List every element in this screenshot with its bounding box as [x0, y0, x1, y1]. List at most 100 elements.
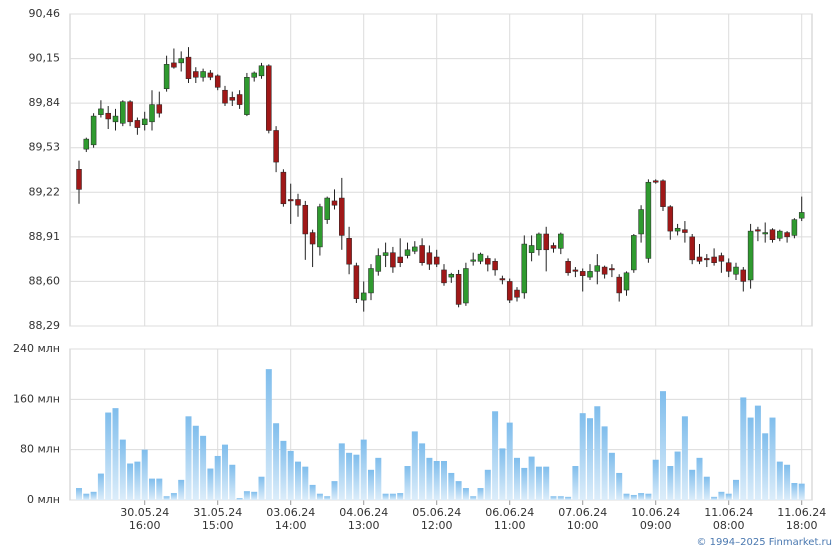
candle-body [346, 238, 352, 265]
volume-bar [594, 406, 601, 500]
candle-body [609, 268, 615, 271]
candle-body [90, 115, 97, 146]
x-tick-time: 09:00 [640, 519, 672, 532]
volume-bar [404, 466, 411, 500]
y-tick-label: 160 млн [13, 392, 60, 405]
volume-bar [258, 476, 265, 500]
volume-bar [316, 493, 323, 500]
volume-bar [309, 484, 316, 500]
volume-bar [630, 494, 637, 500]
candle-body [558, 233, 564, 249]
volume-bar [397, 493, 404, 500]
volume-bar [550, 496, 557, 500]
volume-bar [557, 496, 564, 500]
candle-body [382, 252, 389, 256]
volume-bar [587, 418, 593, 500]
candle-body [718, 255, 725, 262]
candle-body [638, 209, 644, 235]
volume-bar [207, 468, 214, 500]
x-tick-label: 04.06.24 [339, 506, 388, 519]
volume-bar [711, 496, 718, 500]
volume-bar [105, 412, 112, 500]
volume-bar [389, 493, 396, 500]
volume-bar [572, 466, 579, 500]
candle-body [207, 72, 214, 78]
volume-bar [754, 405, 761, 500]
x-tick-time: 15:00 [202, 519, 234, 532]
volume-bar [97, 473, 104, 500]
candle-body [448, 273, 455, 278]
candle-body [798, 212, 805, 219]
candle-body [134, 120, 141, 128]
candle-body [477, 253, 484, 262]
candle-body [455, 273, 462, 305]
volume-bar [514, 457, 520, 500]
volume-bar [667, 466, 674, 500]
candle-body [631, 235, 637, 271]
y-tick-label: 89,53 [29, 141, 61, 154]
candle-body [565, 261, 571, 274]
volume-bar [528, 456, 535, 500]
candle-body [302, 204, 309, 235]
volume-bar [623, 493, 630, 500]
volume-bar [769, 417, 776, 500]
volume-bar [426, 457, 433, 500]
x-tick-time: 18:00 [786, 519, 818, 532]
candle-body [747, 230, 754, 281]
volume-bar [331, 481, 338, 500]
volume-bar [112, 408, 119, 500]
candle-body [156, 104, 163, 114]
volume-bar [273, 423, 280, 500]
volume-bar [149, 478, 155, 500]
volume-bar [178, 479, 185, 500]
volume-bar [265, 369, 272, 500]
candle-body [331, 200, 338, 206]
y-tick-label: 88,60 [29, 274, 61, 287]
candle-body [711, 256, 717, 263]
volume-bar [784, 464, 791, 500]
volume-bar [83, 493, 90, 500]
x-tick-time: 10:00 [567, 519, 599, 532]
x-tick-time: 16:00 [129, 519, 161, 532]
candle-body [309, 232, 316, 245]
volume-bar [243, 491, 250, 500]
volume-bar [462, 488, 469, 500]
volume-bar [170, 493, 177, 500]
volume-bar [119, 439, 126, 500]
volume-bar [616, 472, 623, 500]
candle-body [696, 256, 703, 262]
candle-body [229, 97, 236, 101]
x-tick-label: 07.06.24 [558, 506, 607, 519]
candle-body [193, 71, 199, 78]
volume-bar [740, 397, 747, 500]
y-tick-label: 88,29 [29, 319, 61, 332]
volume-bar [499, 448, 506, 500]
candle-body [339, 197, 345, 236]
volume-bar [200, 435, 207, 500]
volume-bar [718, 491, 725, 500]
y-tick-label: 90,46 [29, 7, 61, 20]
volume-bar [660, 391, 666, 500]
volume-bar [579, 413, 586, 500]
copyright: © 1994–2025 Finmarket.ru [696, 537, 832, 548]
candle-body [258, 65, 265, 77]
candle-body [601, 266, 608, 275]
candle-body [791, 219, 798, 236]
candle-body [506, 281, 513, 301]
volume-bar [280, 440, 287, 500]
volume-bar [229, 464, 236, 500]
volume-bar [419, 443, 426, 500]
candle-body [725, 262, 732, 272]
candle-body [704, 258, 710, 261]
candle-body [572, 269, 579, 272]
volume-bar [448, 472, 455, 500]
candle-body [368, 268, 374, 294]
candle-body [777, 230, 783, 239]
volume-bar [90, 491, 97, 500]
candle-body [441, 269, 447, 284]
volume-bar [127, 463, 134, 500]
volume-bar [156, 478, 163, 500]
y-tick-label: 89,84 [29, 96, 61, 109]
candle-body [689, 236, 695, 261]
